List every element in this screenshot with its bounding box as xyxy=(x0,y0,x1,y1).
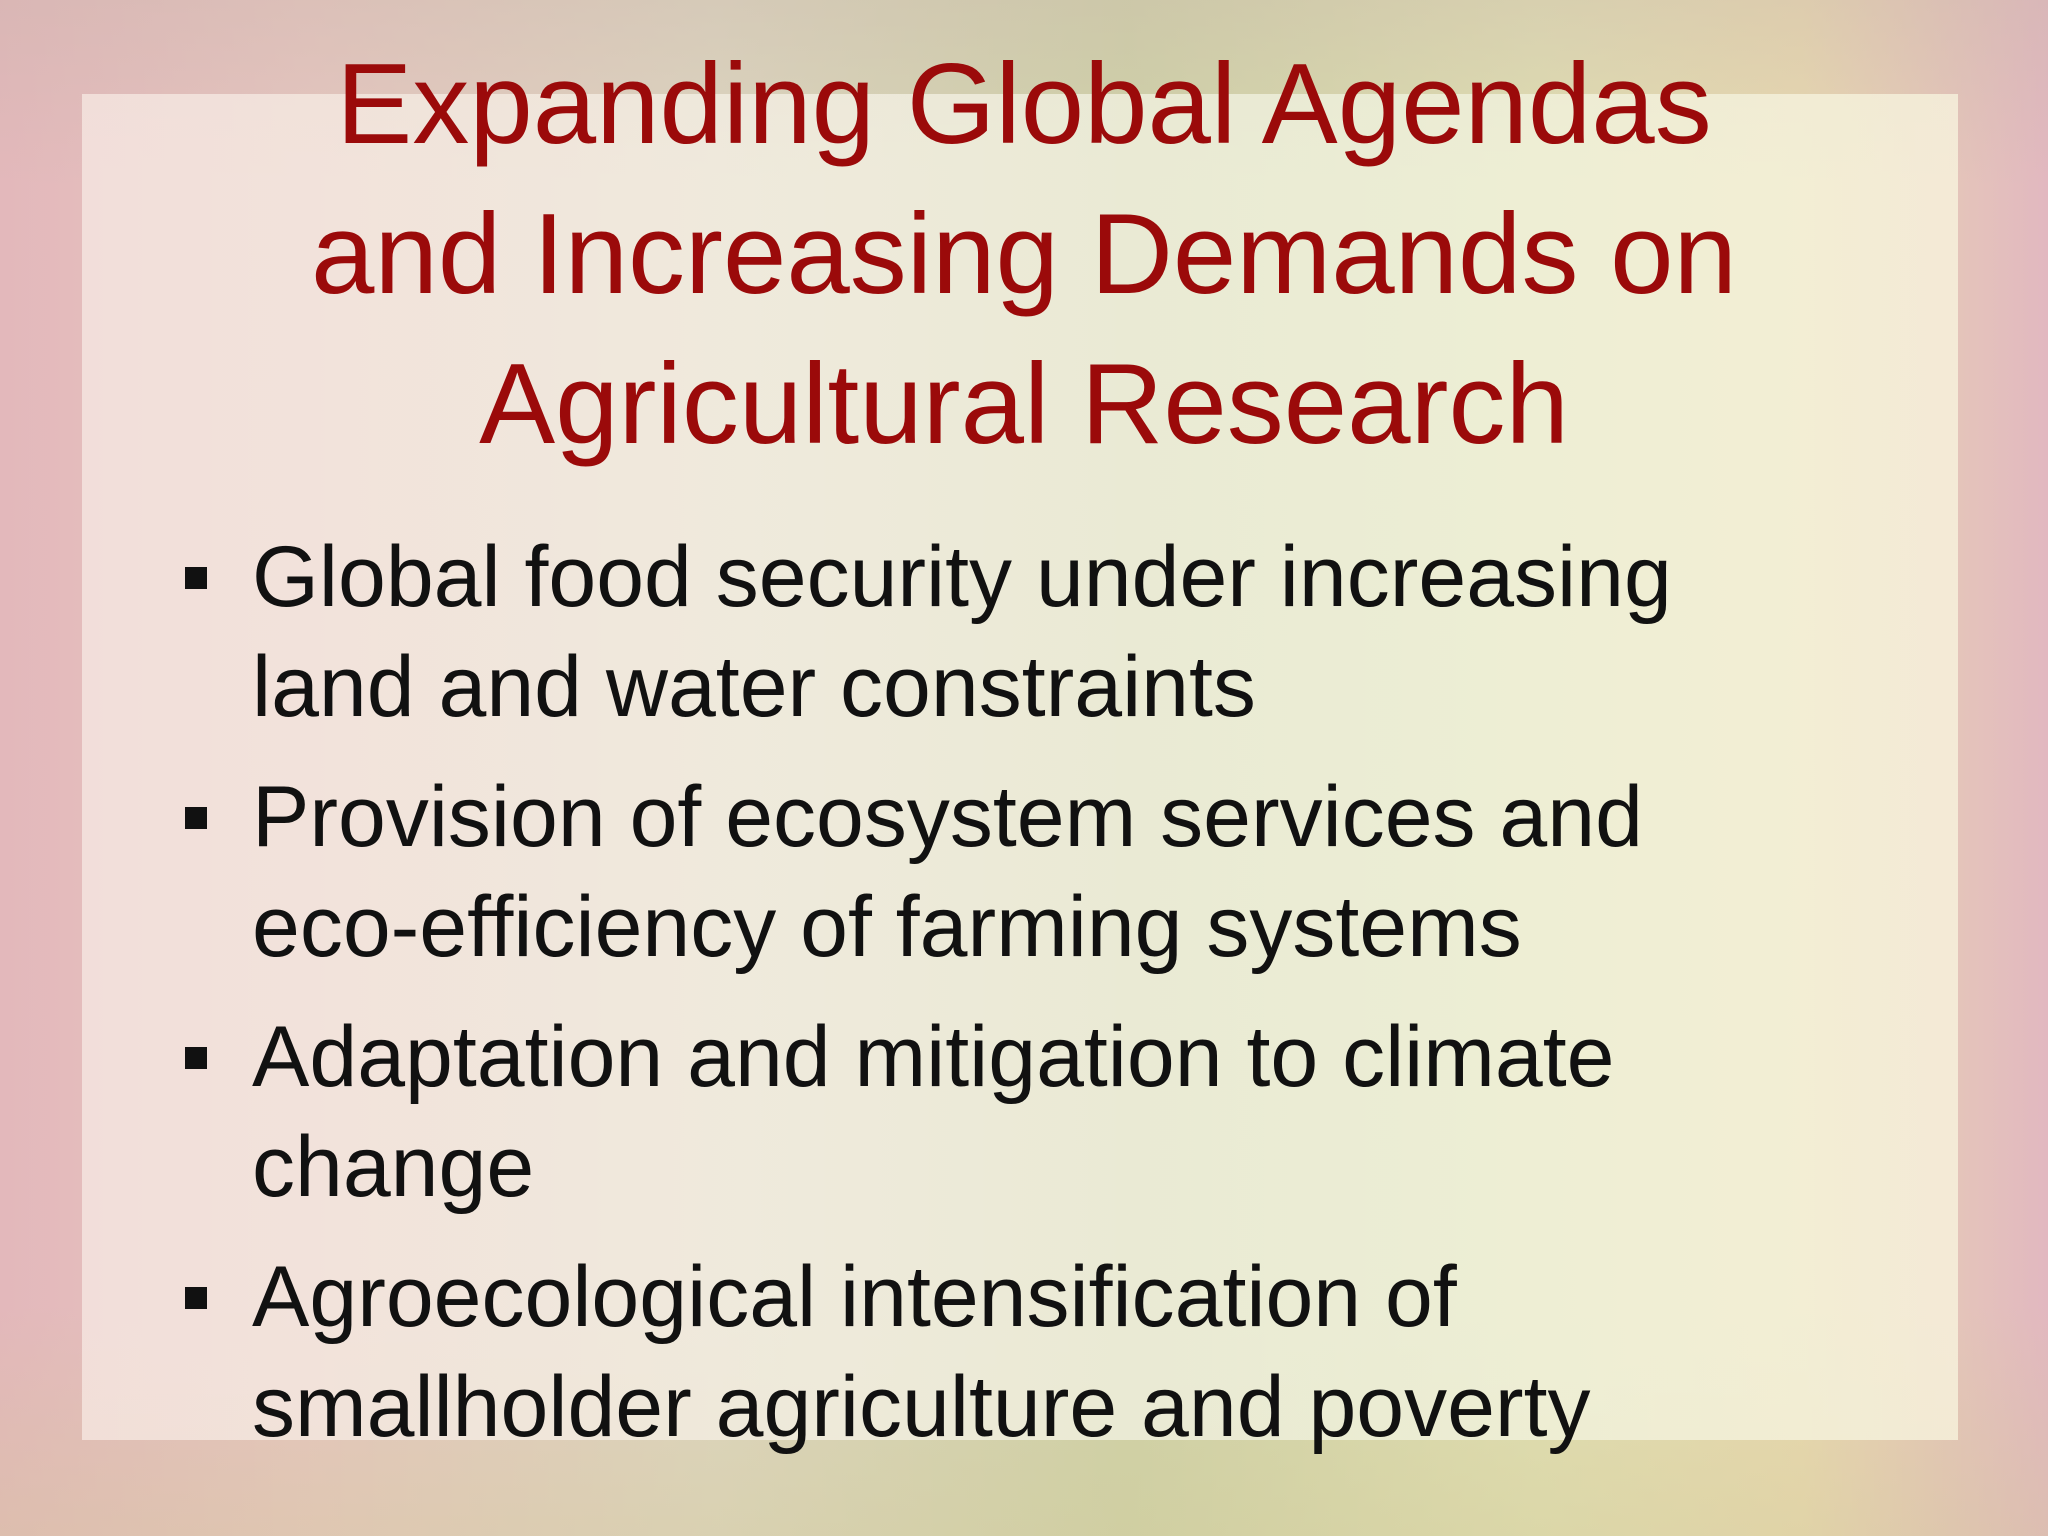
bullet-text: eco-efficiency of farming systems xyxy=(252,879,1522,975)
bullet-list: Global food security under increasing la… xyxy=(183,522,1672,1482)
bullet-text: Global food security under increasing xyxy=(252,529,1672,625)
slide-title: Expanding Global Agendas and Increasing … xyxy=(0,30,2048,480)
square-bullet-icon xyxy=(185,567,207,589)
title-line: and Increasing Demands on xyxy=(311,191,1737,318)
bullet-text: land and water constraints xyxy=(252,639,1256,735)
title-line: Agricultural Research xyxy=(479,341,1569,468)
square-bullet-icon xyxy=(185,1287,207,1309)
square-bullet-icon xyxy=(185,1047,207,1069)
bullet-item: Global food security under increasing la… xyxy=(183,522,1672,742)
bullet-text: Adaptation and mitigation to climate xyxy=(252,1009,1615,1105)
bullet-text: smallholder agriculture and poverty xyxy=(252,1359,1591,1455)
bullet-item: Adaptation and mitigation to climate cha… xyxy=(183,1002,1672,1222)
bullet-text: Provision of ecosystem services and xyxy=(252,769,1643,865)
bullet-item: Agroecological intensification of smallh… xyxy=(183,1242,1672,1462)
content-panel xyxy=(82,94,1958,1440)
title-line: Expanding Global Agendas xyxy=(336,41,1712,168)
bullet-item: Provision of ecosystem services and eco-… xyxy=(183,762,1672,982)
square-bullet-icon xyxy=(185,807,207,829)
bullet-text: change xyxy=(252,1119,535,1215)
bullet-text: Agroecological intensification of xyxy=(252,1249,1457,1345)
